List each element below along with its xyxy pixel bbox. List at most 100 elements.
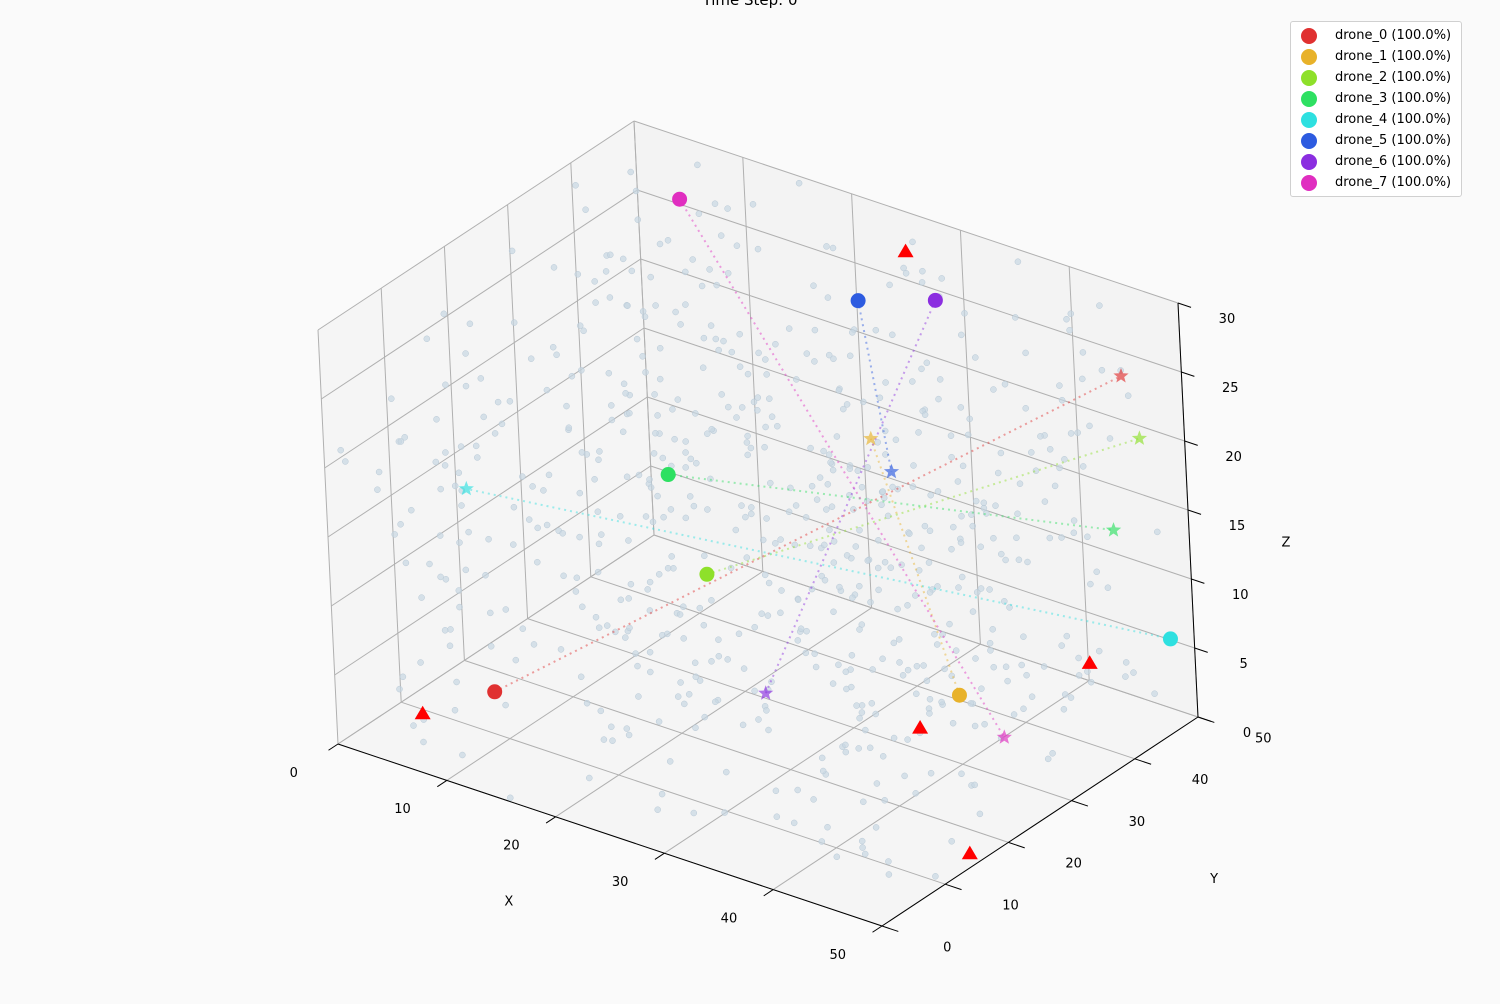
background-point	[442, 449, 449, 456]
background-point	[527, 355, 535, 362]
background-point	[659, 454, 667, 462]
background-point	[646, 607, 654, 614]
background-point	[981, 720, 988, 728]
background-point	[577, 673, 585, 681]
x-tick	[437, 779, 448, 788]
target-star-drone-4	[458, 480, 474, 496]
background-point	[977, 585, 985, 592]
background-point	[674, 693, 682, 700]
background-point	[1061, 691, 1069, 698]
background-point	[958, 770, 965, 778]
background-point	[855, 745, 862, 752]
background-point	[842, 668, 850, 676]
trajectory-drone-5	[857, 300, 893, 472]
background-point	[860, 798, 867, 806]
background-point	[866, 744, 874, 752]
background-point	[909, 238, 916, 246]
background-point	[1010, 711, 1018, 718]
background-point	[550, 264, 558, 271]
y-tick	[1071, 800, 1089, 807]
x-axis-line	[337, 743, 883, 927]
background-point	[451, 482, 459, 490]
background-point	[852, 543, 860, 550]
background-point	[624, 302, 631, 309]
background-point	[698, 282, 706, 290]
background-point	[707, 322, 715, 329]
background-point	[808, 585, 816, 593]
background-point	[849, 329, 856, 336]
background-point	[894, 605, 901, 613]
background-point	[642, 513, 650, 520]
gridline-x-floor	[555, 607, 872, 818]
background-point	[763, 371, 770, 378]
background-point	[867, 598, 874, 606]
background-point	[459, 751, 466, 759]
background-point	[598, 531, 605, 538]
background-point	[455, 469, 463, 477]
background-point	[1022, 349, 1029, 357]
background-point	[765, 579, 773, 587]
trajectory-lines	[466, 198, 1171, 738]
legend-swatch	[1301, 174, 1317, 191]
background-point	[918, 365, 925, 373]
legend-swatch	[1301, 69, 1317, 86]
background-point	[623, 473, 631, 481]
background-point	[487, 609, 494, 617]
background-point	[1001, 598, 1008, 605]
background-point	[686, 493, 694, 500]
background-point	[660, 513, 667, 521]
background-point	[938, 698, 945, 706]
legend-label: drone_3 (100.0%)	[1335, 91, 1452, 106]
background-point	[850, 506, 857, 513]
gridline-z-side	[331, 396, 648, 607]
background-point	[747, 444, 755, 452]
background-point	[502, 701, 509, 709]
background-point	[440, 310, 448, 318]
background-point	[510, 503, 518, 511]
background-point	[846, 352, 854, 360]
background-point	[625, 595, 632, 602]
background-point	[655, 718, 663, 725]
background-point	[704, 506, 711, 513]
background-point	[766, 395, 773, 402]
background-point	[401, 434, 408, 441]
background-point	[915, 567, 923, 574]
background-point	[785, 325, 793, 332]
background-point	[543, 521, 551, 529]
background-point	[591, 476, 598, 483]
background-point	[1074, 429, 1081, 436]
background-point	[583, 699, 591, 707]
legend-item-drone-0: drone_0 (100.0%)	[1291, 25, 1461, 46]
background-point	[572, 182, 579, 189]
background-point	[1060, 706, 1068, 713]
background-point	[792, 502, 800, 509]
background-point	[447, 626, 454, 633]
drone-point-2	[699, 566, 715, 582]
background-point	[934, 488, 942, 495]
background-point	[706, 266, 713, 273]
background-point	[744, 370, 752, 378]
background-point	[1122, 673, 1129, 680]
background-point	[763, 515, 770, 522]
background-point	[736, 363, 744, 370]
background-point	[410, 722, 417, 729]
background-point	[626, 624, 633, 632]
background-point	[617, 596, 625, 604]
background-point	[701, 713, 708, 721]
background-point	[1020, 705, 1027, 713]
background-point	[777, 609, 784, 617]
background-point	[681, 700, 688, 708]
background-point	[529, 483, 536, 490]
background-point	[821, 541, 828, 549]
background-point	[971, 722, 979, 730]
background-point	[948, 545, 955, 553]
background-point	[725, 403, 732, 411]
background-point	[724, 205, 731, 212]
x-tick-label: 20	[503, 839, 520, 854]
background-point	[934, 583, 941, 590]
legend: drone_0 (100.0%) drone_1 (100.0%) drone_2 …	[1290, 21, 1462, 197]
background-point	[717, 232, 725, 239]
background-point	[1067, 310, 1075, 317]
background-point	[759, 536, 767, 544]
background-point	[881, 427, 889, 435]
